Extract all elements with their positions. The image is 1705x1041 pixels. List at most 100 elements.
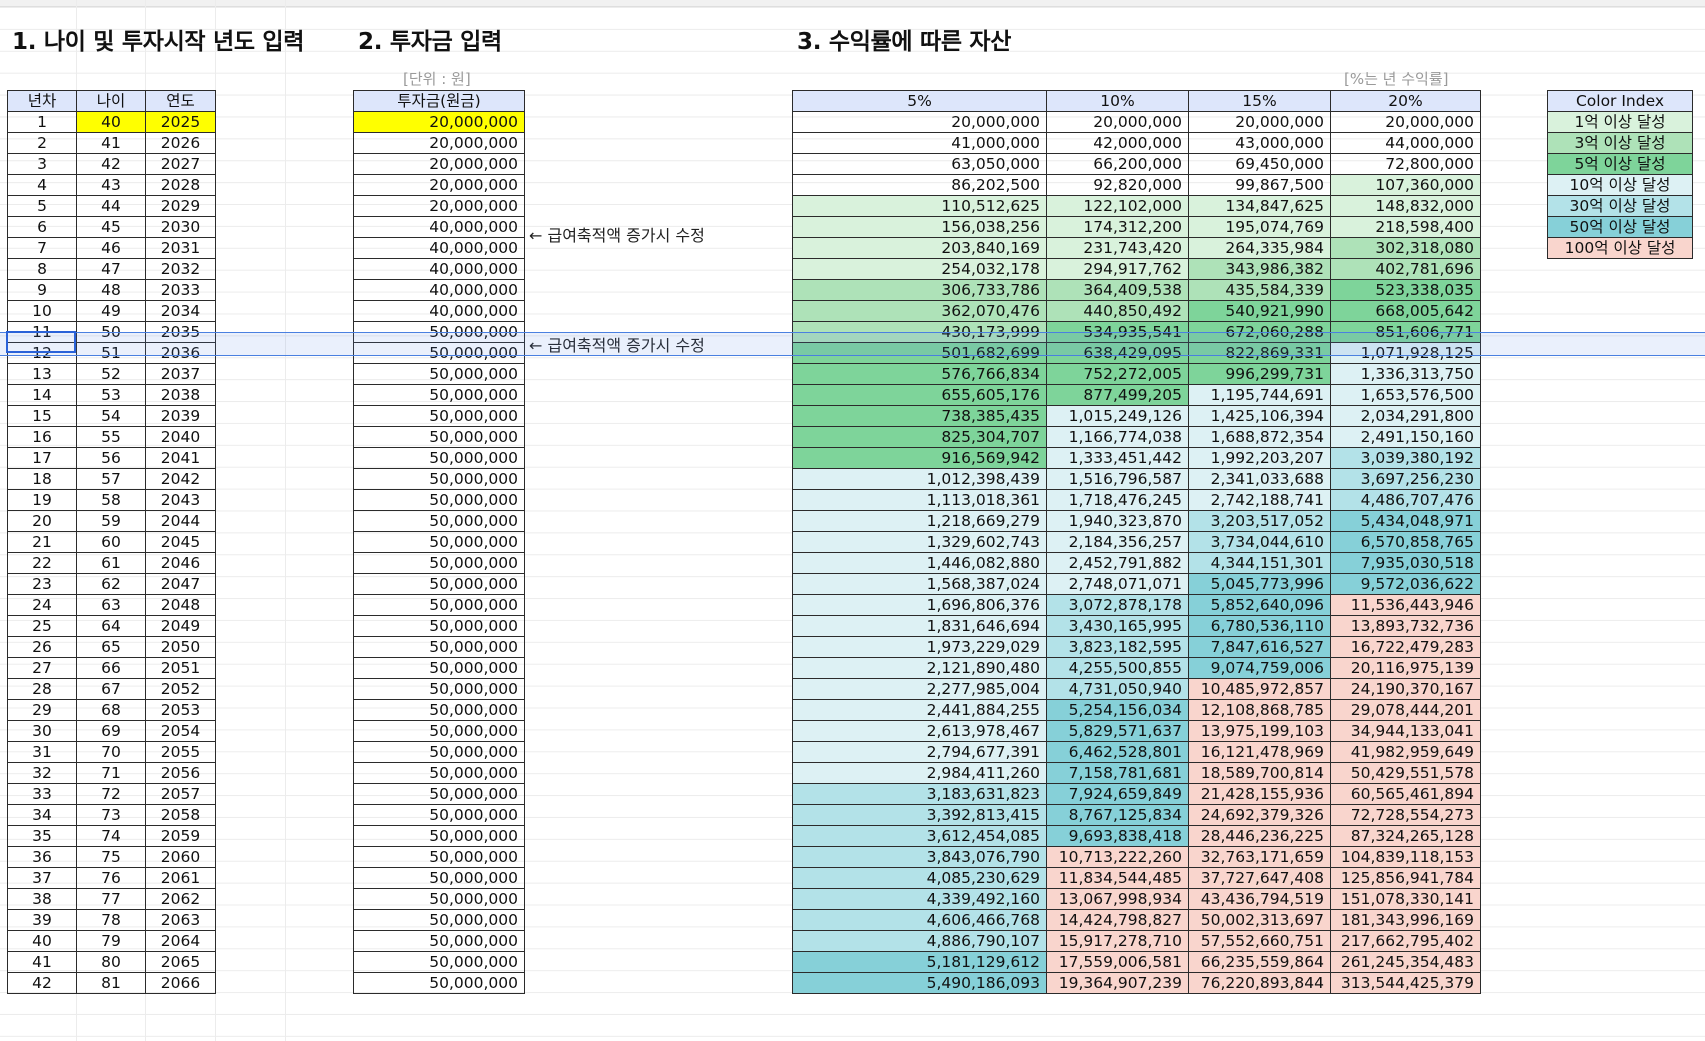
asset-cell[interactable]: 5,181,129,612	[792, 951, 1047, 973]
asset-cell[interactable]: 1,166,774,038	[1046, 426, 1189, 448]
age-cell[interactable]: 79	[76, 930, 146, 952]
investment-cell[interactable]: 50,000,000	[353, 741, 525, 763]
asset-cell[interactable]: 1,516,796,587	[1046, 468, 1189, 490]
asset-cell[interactable]: 822,869,331	[1188, 342, 1331, 364]
year-index-cell[interactable]: 34	[7, 804, 77, 826]
investment-cell[interactable]: 50,000,000	[353, 762, 525, 784]
investment-cell[interactable]: 50,000,000	[353, 510, 525, 532]
year-index-cell[interactable]: 16	[7, 426, 77, 448]
age-cell[interactable]: 52	[76, 363, 146, 385]
year-cell[interactable]: 2036	[145, 342, 216, 364]
asset-cell[interactable]: 916,569,942	[792, 447, 1047, 469]
asset-cell[interactable]: 254,032,178	[792, 258, 1047, 280]
investment-cell[interactable]: 50,000,000	[353, 657, 525, 679]
year-index-cell[interactable]: 27	[7, 657, 77, 679]
age-cell[interactable]: 65	[76, 636, 146, 658]
legend-item[interactable]: 3억 이상 달성	[1547, 132, 1693, 154]
asset-cell[interactable]: 10,713,222,260	[1046, 846, 1189, 868]
asset-cell[interactable]: 43,000,000	[1188, 132, 1331, 154]
asset-cell[interactable]: 9,693,838,418	[1046, 825, 1189, 847]
year-cell[interactable]: 2043	[145, 489, 216, 511]
year-cell[interactable]: 2060	[145, 846, 216, 868]
age-cell[interactable]: 68	[76, 699, 146, 721]
year-index-cell[interactable]: 14	[7, 384, 77, 406]
asset-cell[interactable]: 1,688,872,354	[1188, 426, 1331, 448]
asset-cell[interactable]: 10,485,972,857	[1188, 678, 1331, 700]
asset-cell[interactable]: 7,847,616,527	[1188, 636, 1331, 658]
year-cell[interactable]: 2035	[145, 321, 216, 343]
asset-cell[interactable]: 5,829,571,637	[1046, 720, 1189, 742]
asset-cell[interactable]: 3,072,878,178	[1046, 594, 1189, 616]
investment-cell[interactable]: 50,000,000	[353, 678, 525, 700]
year-cell[interactable]: 2055	[145, 741, 216, 763]
asset-cell[interactable]: 41,000,000	[792, 132, 1047, 154]
year-cell[interactable]: 2063	[145, 909, 216, 931]
asset-cell[interactable]: 1,446,082,880	[792, 552, 1047, 574]
year-index-cell[interactable]: 23	[7, 573, 77, 595]
investment-cell[interactable]: 50,000,000	[353, 321, 525, 343]
age-cell[interactable]: 67	[76, 678, 146, 700]
asset-cell[interactable]: 523,338,035	[1330, 279, 1481, 301]
asset-cell[interactable]: 362,070,476	[792, 300, 1047, 322]
asset-cell[interactable]: 2,794,677,391	[792, 741, 1047, 763]
asset-cell[interactable]: 4,886,790,107	[792, 930, 1047, 952]
legend-item[interactable]: 10억 이상 달성	[1547, 174, 1693, 196]
asset-cell[interactable]: 20,000,000	[1188, 111, 1331, 133]
asset-cell[interactable]: 6,570,858,765	[1330, 531, 1481, 553]
year-cell[interactable]: 2032	[145, 258, 216, 280]
investment-cell[interactable]: 50,000,000	[353, 531, 525, 553]
asset-cell[interactable]: 29,078,444,201	[1330, 699, 1481, 721]
year-cell[interactable]: 2030	[145, 216, 216, 238]
asset-cell[interactable]: 87,324,265,128	[1330, 825, 1481, 847]
asset-cell[interactable]: 1,718,476,245	[1046, 489, 1189, 511]
year-cell[interactable]: 2026	[145, 132, 216, 154]
age-cell[interactable]: 71	[76, 762, 146, 784]
asset-cell[interactable]: 72,728,554,273	[1330, 804, 1481, 826]
asset-cell[interactable]: 5,490,186,093	[792, 972, 1047, 994]
asset-cell[interactable]: 107,360,000	[1330, 174, 1481, 196]
year-index-cell[interactable]: 28	[7, 678, 77, 700]
asset-cell[interactable]: 50,002,313,697	[1188, 909, 1331, 931]
asset-cell[interactable]: 5,852,640,096	[1188, 594, 1331, 616]
asset-cell[interactable]: 2,748,071,071	[1046, 573, 1189, 595]
asset-cell[interactable]: 37,727,647,408	[1188, 867, 1331, 889]
year-index-cell[interactable]: 15	[7, 405, 77, 427]
asset-cell[interactable]: 13,067,998,934	[1046, 888, 1189, 910]
asset-cell[interactable]: 534,935,541	[1046, 321, 1189, 343]
age-cell[interactable]: 46	[76, 237, 146, 259]
asset-cell[interactable]: 11,536,443,946	[1330, 594, 1481, 616]
asset-cell[interactable]: 1,568,387,024	[792, 573, 1047, 595]
asset-cell[interactable]: 28,446,236,225	[1188, 825, 1331, 847]
year-cell[interactable]: 2025	[145, 111, 216, 133]
asset-cell[interactable]: 57,552,660,751	[1188, 930, 1331, 952]
asset-cell[interactable]: 3,430,165,995	[1046, 615, 1189, 637]
investment-cell[interactable]: 50,000,000	[353, 573, 525, 595]
year-index-cell[interactable]: 32	[7, 762, 77, 784]
asset-cell[interactable]: 24,190,370,167	[1330, 678, 1481, 700]
asset-cell[interactable]: 195,074,769	[1188, 216, 1331, 238]
asset-cell[interactable]: 12,108,868,785	[1188, 699, 1331, 721]
age-cell[interactable]: 69	[76, 720, 146, 742]
investment-cell[interactable]: 50,000,000	[353, 888, 525, 910]
age-cell[interactable]: 51	[76, 342, 146, 364]
asset-cell[interactable]: 306,733,786	[792, 279, 1047, 301]
investment-cell[interactable]: 50,000,000	[353, 783, 525, 805]
investment-cell[interactable]: 50,000,000	[353, 951, 525, 973]
asset-cell[interactable]: 122,102,000	[1046, 195, 1189, 217]
year-cell[interactable]: 2066	[145, 972, 216, 994]
asset-cell[interactable]: 13,893,732,736	[1330, 615, 1481, 637]
header-year-index[interactable]: 년차	[7, 90, 77, 112]
investment-cell[interactable]: 20,000,000	[353, 153, 525, 175]
age-cell[interactable]: 44	[76, 195, 146, 217]
legend-item[interactable]: 50억 이상 달성	[1547, 216, 1693, 238]
year-cell[interactable]: 2044	[145, 510, 216, 532]
asset-cell[interactable]: 668,005,642	[1330, 300, 1481, 322]
year-cell[interactable]: 2029	[145, 195, 216, 217]
year-index-cell[interactable]: 21	[7, 531, 77, 553]
year-cell[interactable]: 2031	[145, 237, 216, 259]
asset-cell[interactable]: 5,434,048,971	[1330, 510, 1481, 532]
asset-cell[interactable]: 18,589,700,814	[1188, 762, 1331, 784]
age-cell[interactable]: 66	[76, 657, 146, 679]
year-index-cell[interactable]: 2	[7, 132, 77, 154]
investment-cell[interactable]: 50,000,000	[353, 594, 525, 616]
